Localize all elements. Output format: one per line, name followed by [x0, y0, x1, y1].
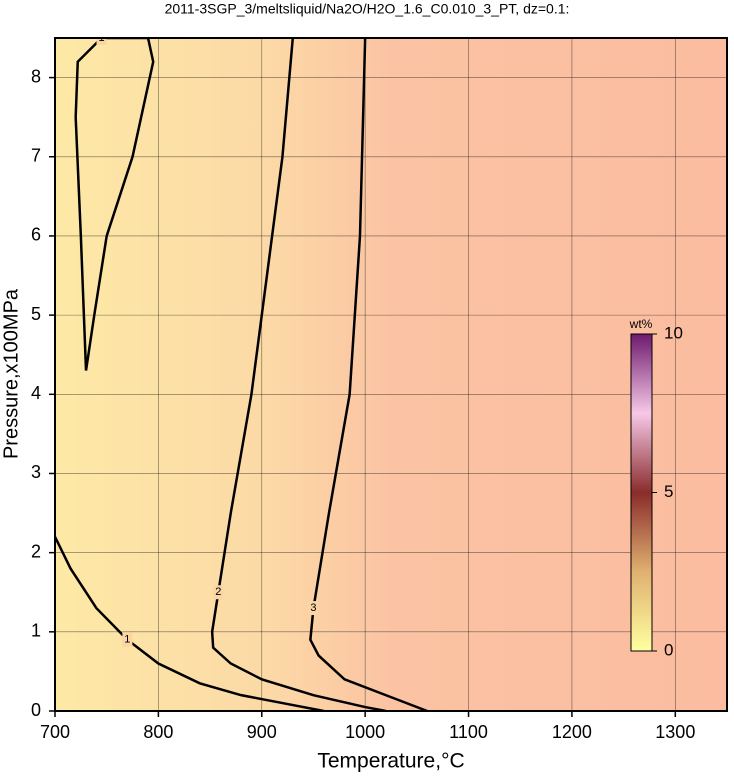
chart-title: 2011-3SGP_3/meltsliquid/Na2O/H2O_1.6_C0.… — [165, 1, 570, 17]
colorbar-tick-label: 5 — [664, 482, 673, 501]
x-tick-label: 700 — [40, 722, 70, 742]
contour-line — [74, 38, 155, 371]
plot-frame — [54, 37, 728, 712]
x-axis-label: Temperature,°C — [317, 750, 464, 773]
y-tick-label: 1 — [31, 621, 41, 641]
contour-line — [55, 536, 325, 711]
x-tick-label: 1300 — [655, 722, 695, 742]
y-tick-label: 4 — [31, 383, 41, 403]
colorbar-tick-label: 0 — [664, 640, 673, 659]
y-tick-label: 5 — [31, 304, 41, 324]
y-tick-label: 2 — [31, 541, 41, 561]
contour-label-bg — [96, 38, 107, 45]
x-tick-label: 1200 — [552, 722, 592, 742]
colorbar — [630, 333, 653, 652]
contour-label: 1 — [124, 634, 130, 646]
contour-label-bg — [308, 601, 319, 616]
contour-label-bg — [213, 585, 224, 600]
y-tick-label: 0 — [31, 700, 41, 720]
colorbar-label: wt% — [629, 317, 653, 331]
x-tick-label: 1000 — [345, 722, 385, 742]
x-tick-label: 900 — [247, 722, 277, 742]
contour-line — [309, 38, 428, 711]
y-tick-label: 6 — [31, 225, 41, 245]
y-axis-label: Pressure,x100MPa — [0, 288, 22, 459]
y-tick-label: 8 — [31, 66, 41, 86]
y-tick-label: 3 — [31, 462, 41, 482]
colorbar-tick-label: 10 — [664, 323, 683, 342]
contour-label: 2 — [215, 586, 221, 598]
plot-background — [55, 38, 727, 711]
contour-label: 1 — [98, 32, 104, 44]
y-tick-label: 7 — [31, 146, 41, 166]
x-tick-label: 1100 — [449, 722, 488, 742]
contour-label: 3 — [310, 602, 316, 614]
contour-label-bg — [122, 632, 133, 647]
contour-line — [210, 38, 387, 711]
x-tick-label: 800 — [143, 722, 173, 742]
